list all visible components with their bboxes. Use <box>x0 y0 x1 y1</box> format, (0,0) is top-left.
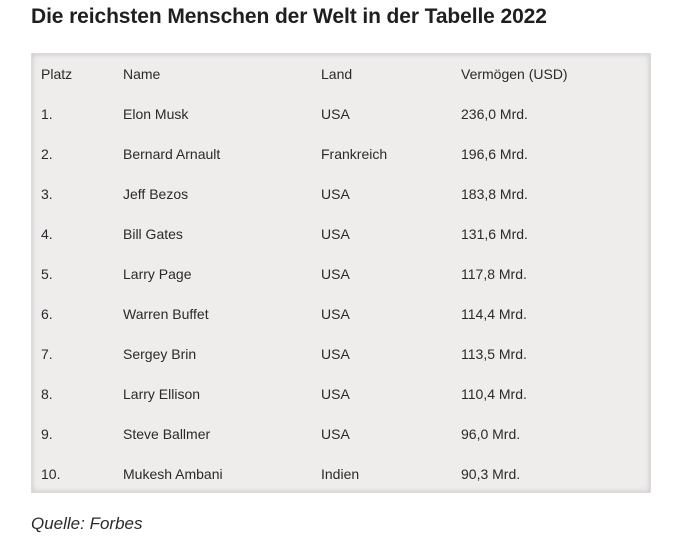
table-row: 8. Larry Ellison USA 110,4 Mrd. <box>32 374 650 414</box>
source-note: Quelle: Forbes <box>31 514 143 533</box>
cell-name: Sergey Brin <box>123 346 197 362</box>
cell-net-worth: 183,8 Mrd. <box>461 186 528 202</box>
table-row: 9. Steve Ballmer USA 96,0 Mrd. <box>32 414 650 454</box>
cell-net-worth: 96,0 Mrd. <box>461 426 521 442</box>
cell-rank: 10. <box>41 466 61 482</box>
cell-country: Frankreich <box>321 146 388 162</box>
table-row: 5. Larry Page USA 117,8 Mrd. <box>32 254 650 294</box>
cell-name: Bill Gates <box>123 226 183 242</box>
cell-rank: 9. <box>41 426 53 442</box>
table-row: 2. Bernard Arnault Frankreich 196,6 Mrd. <box>32 134 650 174</box>
richest-people-table-container: Platz Name Land Vermögen (USD) 1. Elon Mu… <box>31 53 651 493</box>
cell-net-worth: 90,3 Mrd. <box>461 466 521 482</box>
cell-rank: 2. <box>41 146 53 162</box>
cell-country: USA <box>321 226 350 242</box>
cell-net-worth: 131,6 Mrd. <box>461 226 528 242</box>
cell-country: USA <box>321 266 350 282</box>
header-row: Platz Name Land Vermögen (USD) <box>32 54 650 94</box>
cell-country: USA <box>321 426 350 442</box>
cell-rank: 3. <box>41 186 53 202</box>
cell-country: USA <box>321 306 350 322</box>
cell-name: Jeff Bezos <box>123 186 189 202</box>
table-row: 6. Warren Buffet USA 114,4 Mrd. <box>32 294 650 334</box>
table-header: Platz Name Land Vermögen (USD) <box>32 54 650 94</box>
table-row: 3. Jeff Bezos USA 183,8 Mrd. <box>32 174 650 214</box>
cell-net-worth: 117,8 Mrd. <box>461 266 527 282</box>
header-name: Name <box>123 66 161 82</box>
richest-people-table: Platz Name Land Vermögen (USD) 1. Elon Mu… <box>32 54 650 494</box>
cell-country: USA <box>321 346 350 362</box>
header-net-worth: Vermögen (USD) <box>461 66 568 82</box>
cell-rank: 8. <box>41 386 53 402</box>
cell-name: Larry Ellison <box>123 386 201 402</box>
table-row: 4. Bill Gates USA 131,6 Mrd. <box>32 214 650 254</box>
cell-rank: 7. <box>41 346 53 362</box>
table-row: 10. Mukesh Ambani Indien 90,3 Mrd. <box>32 454 650 494</box>
cell-net-worth: 196,6 Mrd. <box>461 146 528 162</box>
cell-name: Larry Page <box>123 266 192 282</box>
cell-name: Warren Buffet <box>123 306 209 322</box>
page-title: Die reichsten Menschen der Welt in der T… <box>31 5 547 28</box>
cell-country: Indien <box>321 466 360 482</box>
cell-rank: 5. <box>41 266 53 282</box>
cell-country: USA <box>321 186 350 202</box>
cell-rank: 4. <box>41 226 53 242</box>
cell-net-worth: 110,4 Mrd. <box>461 386 527 402</box>
cell-rank: 1. <box>41 106 53 122</box>
cell-net-worth: 113,5 Mrd. <box>461 346 527 362</box>
cell-name: Steve Ballmer <box>123 426 211 442</box>
cell-name: Bernard Arnault <box>123 146 221 162</box>
cell-country: USA <box>321 106 350 122</box>
cell-net-worth: 236,0 Mrd. <box>461 106 528 122</box>
cell-country: USA <box>321 386 350 402</box>
cell-net-worth: 114,4 Mrd. <box>461 306 527 322</box>
cell-rank: 6. <box>41 306 53 322</box>
cell-name: Elon Musk <box>123 106 189 122</box>
table-row: 7. Sergey Brin USA 113,5 Mrd. <box>32 334 650 374</box>
cell-name: Mukesh Ambani <box>123 466 223 482</box>
header-country: Land <box>321 66 353 82</box>
table-body: 1. Elon Musk USA 236,0 Mrd. 2. Bernard Arnaul… <box>32 94 650 494</box>
table-row: 1. Elon Musk USA 236,0 Mrd. <box>32 94 650 134</box>
header-rank: Platz <box>41 66 73 82</box>
